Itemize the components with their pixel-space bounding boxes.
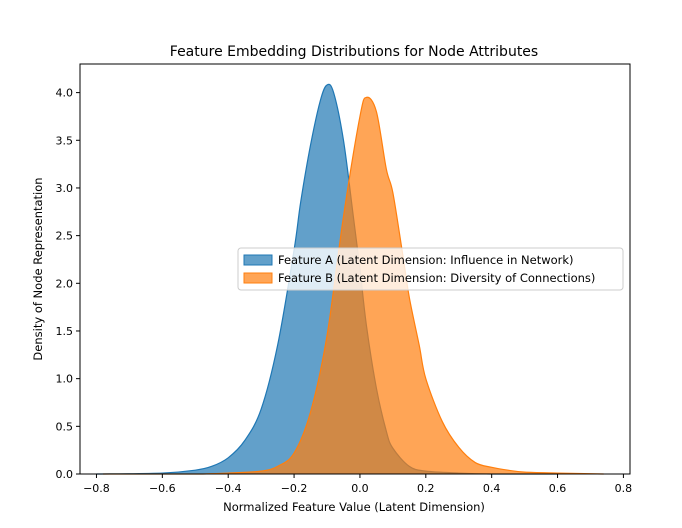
plot-frame — [79, 63, 631, 475]
chart-title: Feature Embedding Distributions for Node… — [170, 44, 538, 60]
legend-label: Feature A (Latent Dimension: Influence i… — [278, 253, 574, 267]
x-tick-label: 0.2 — [417, 482, 435, 495]
legend-box — [237, 247, 624, 291]
y-tick-label: 2.5 — [56, 230, 74, 243]
y-tick-label: 3.5 — [56, 134, 74, 147]
x-tick-label: −0.2 — [281, 482, 308, 495]
y-tick-label: 0.5 — [56, 420, 74, 433]
y-tick-label: 2.0 — [56, 277, 74, 290]
series-line-feature-b — [103, 96, 604, 475]
x-tick-label: −0.8 — [83, 482, 110, 495]
x-tick-label: 0.8 — [615, 482, 633, 495]
x-axis: −0.8 −0.6 −0.4 −0.2 0.0 0.2 0.4 0.6 0.8 — [83, 474, 632, 495]
y-tick-label: 3.0 — [56, 182, 74, 195]
legend-swatch — [243, 272, 273, 284]
x-tick-label: −0.6 — [149, 482, 176, 495]
x-tick-label: 0.6 — [549, 482, 567, 495]
x-tick-label: 0.0 — [351, 482, 369, 495]
x-tick-label: 0.4 — [483, 482, 501, 495]
legend-label: Feature B (Latent Dimension: Diversity o… — [278, 271, 595, 285]
y-tick-label: 1.0 — [56, 373, 74, 386]
y-axis-label: Density of Node Representation — [31, 177, 45, 360]
legend: Feature A (Latent Dimension: Influence i… — [237, 247, 624, 291]
x-tick-label: −0.4 — [215, 482, 242, 495]
y-tick-label: 1.5 — [56, 325, 74, 338]
legend-swatch — [243, 254, 273, 266]
y-tick-label: 4.0 — [56, 87, 74, 100]
y-tick-label: 0.0 — [56, 468, 74, 481]
x-axis-label: Normalized Feature Value (Latent Dimensi… — [223, 500, 485, 514]
y-axis: 0.0 0.5 1.0 1.5 2.0 2.5 3.0 3.5 4.0 — [56, 87, 80, 481]
